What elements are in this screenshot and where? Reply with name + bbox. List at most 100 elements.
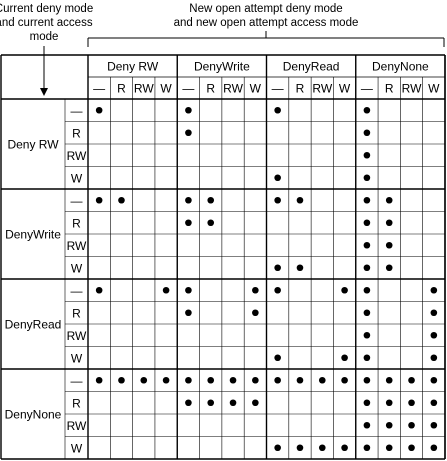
column-access-header: RW [312, 82, 332, 96]
compatible-dot [363, 309, 371, 317]
column-access-header: — [361, 82, 373, 96]
compatible-dot [229, 399, 237, 407]
column-access-header: RW [223, 82, 243, 96]
compatible-dot [430, 286, 438, 294]
row-group-header: DenyWrite [5, 228, 61, 242]
compatible-dot [385, 399, 393, 407]
column-access-header: RW [134, 82, 154, 96]
compatible-dot [430, 309, 438, 317]
compatible-dot [296, 444, 304, 452]
compatible-dot [385, 264, 393, 272]
compatible-dot [363, 286, 371, 294]
compatible-dot [95, 286, 103, 294]
compatible-dot [385, 196, 393, 204]
column-access-header: — [93, 82, 105, 96]
row-access-header: — [71, 104, 83, 118]
grid-lines [0, 54, 446, 460]
compatible-dot [296, 376, 304, 384]
row-headers: Deny RW—RRWWDenyWrite—RRWWDenyRead—RRWWD… [5, 104, 87, 456]
compatible-dot [363, 354, 371, 362]
compatible-dot [274, 264, 281, 272]
compatible-dot [185, 309, 192, 317]
compatible-dot [341, 286, 348, 294]
row-access-header: — [71, 374, 83, 388]
compatible-dot [318, 376, 326, 384]
compatible-dot [185, 106, 192, 114]
compatible-dot [363, 331, 371, 339]
compatible-dot [385, 421, 393, 429]
compatible-dot [296, 196, 304, 204]
compatible-dot [408, 376, 415, 384]
compatible-dot [185, 196, 192, 204]
compatible-dot [140, 376, 148, 384]
compatible-dot [274, 354, 281, 362]
row-group-header: Deny RW [7, 138, 59, 152]
compatible-dot [363, 376, 371, 384]
compatible-dot [363, 129, 371, 137]
row-access-header: W [71, 351, 83, 365]
column-access-header: R [117, 82, 126, 96]
row-access-header: W [71, 441, 83, 455]
row-access-header: W [71, 171, 83, 185]
compatible-dot [363, 444, 371, 452]
compatible-dot [341, 444, 348, 452]
top-caption-bracket [87, 31, 445, 47]
column-access-header: W [339, 82, 351, 96]
column-access-header: W [160, 82, 172, 96]
column-access-header: R [385, 82, 394, 96]
row-access-header: RW [67, 149, 87, 163]
row-access-header: W [71, 261, 83, 275]
top-caption-line-1: New open attempt deny mode [189, 3, 342, 15]
compatible-dot [118, 196, 125, 204]
column-group-header: DenyWrite [194, 60, 250, 74]
column-group-header: DenyRead [283, 60, 340, 74]
compatible-dot [185, 219, 192, 227]
compatible-dot [95, 376, 103, 384]
compatible-dot [274, 196, 281, 204]
compatible-dot [341, 354, 348, 362]
compatible-dot [363, 196, 371, 204]
row-access-header: R [72, 216, 81, 230]
compatible-dot [408, 444, 415, 452]
compatible-dot [363, 421, 371, 429]
left-caption-line-3: mode [30, 31, 59, 43]
column-access-header: W [250, 82, 262, 96]
compatible-dot [363, 241, 371, 249]
compatible-dot [430, 444, 438, 452]
compatible-dot [385, 444, 393, 452]
row-access-header: RW [67, 419, 87, 433]
compatible-dot [363, 151, 371, 159]
compatible-dot [207, 196, 215, 204]
left-caption-line-2: and current access [0, 17, 93, 29]
column-access-header: R [206, 82, 215, 96]
compatible-dot [185, 399, 192, 407]
compatible-dot [118, 376, 125, 384]
compatible-dot [430, 354, 438, 362]
row-access-header: R [72, 126, 81, 140]
compatible-dot [274, 376, 281, 384]
column-group-header: DenyNone [372, 60, 429, 74]
compatible-dot [252, 399, 259, 407]
compatible-dot [229, 376, 237, 384]
compatible-dot [207, 219, 215, 227]
compatibility-dots [95, 106, 438, 452]
compatible-dot [430, 331, 438, 339]
compatible-dot [430, 399, 438, 407]
top-caption-line-2: and new open attempt access mode [174, 17, 359, 29]
compatible-dot [318, 444, 326, 452]
compatible-dot [252, 309, 259, 317]
compatible-dot [274, 106, 281, 114]
compatible-dot [95, 106, 103, 114]
column-access-header: — [272, 82, 284, 96]
left-caption-line-1: Current deny mode [0, 3, 93, 15]
compatible-dot [252, 376, 259, 384]
row-access-header: — [71, 284, 83, 298]
compatible-dot [363, 399, 371, 407]
compatible-dot [363, 174, 371, 182]
compatible-dot [274, 174, 281, 182]
row-access-header: — [71, 194, 83, 208]
compatible-dot [207, 399, 215, 407]
compatible-dot [185, 286, 192, 294]
